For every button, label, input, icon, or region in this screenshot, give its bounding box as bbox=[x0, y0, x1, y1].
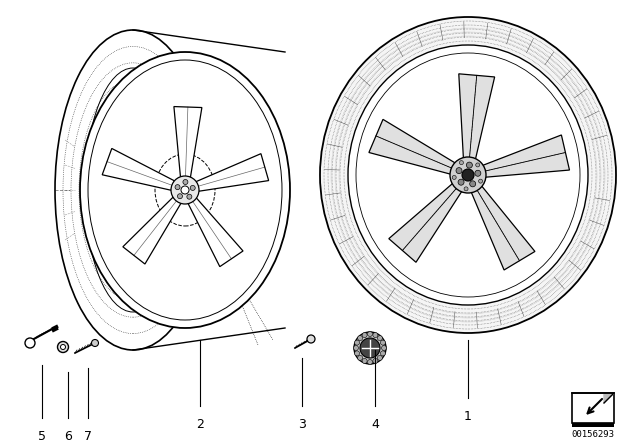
Circle shape bbox=[358, 336, 363, 340]
Text: 1: 1 bbox=[464, 410, 472, 423]
Ellipse shape bbox=[348, 45, 588, 305]
Circle shape bbox=[175, 185, 180, 190]
Polygon shape bbox=[459, 74, 495, 159]
Circle shape bbox=[467, 162, 472, 168]
Circle shape bbox=[358, 355, 363, 360]
Polygon shape bbox=[102, 148, 175, 190]
Circle shape bbox=[450, 157, 486, 193]
Circle shape bbox=[367, 332, 372, 336]
Circle shape bbox=[456, 168, 462, 174]
Ellipse shape bbox=[80, 52, 290, 328]
Circle shape bbox=[378, 336, 382, 340]
Circle shape bbox=[181, 186, 189, 194]
Circle shape bbox=[360, 338, 380, 358]
Circle shape bbox=[362, 332, 367, 337]
Circle shape bbox=[378, 355, 382, 360]
Circle shape bbox=[470, 181, 476, 187]
Circle shape bbox=[171, 176, 199, 204]
Text: 3: 3 bbox=[298, 418, 306, 431]
Circle shape bbox=[380, 351, 385, 356]
Circle shape bbox=[479, 179, 483, 183]
Polygon shape bbox=[604, 393, 614, 403]
Text: 5: 5 bbox=[38, 430, 46, 443]
Bar bbox=[572, 393, 614, 423]
Circle shape bbox=[452, 176, 456, 180]
Circle shape bbox=[462, 169, 474, 181]
Circle shape bbox=[373, 332, 378, 337]
Circle shape bbox=[381, 345, 387, 350]
Polygon shape bbox=[196, 154, 269, 191]
Circle shape bbox=[183, 180, 188, 185]
Text: 7: 7 bbox=[84, 430, 92, 443]
Circle shape bbox=[464, 187, 468, 191]
Polygon shape bbox=[389, 183, 462, 262]
Circle shape bbox=[61, 345, 65, 349]
Circle shape bbox=[25, 338, 35, 348]
Circle shape bbox=[476, 163, 480, 167]
Polygon shape bbox=[369, 119, 456, 174]
Text: 2: 2 bbox=[196, 418, 204, 431]
Circle shape bbox=[355, 340, 360, 345]
Polygon shape bbox=[471, 185, 535, 270]
Circle shape bbox=[354, 332, 386, 364]
Text: 00156293: 00156293 bbox=[572, 430, 614, 439]
Circle shape bbox=[380, 340, 385, 345]
Circle shape bbox=[475, 170, 481, 176]
Circle shape bbox=[92, 340, 99, 346]
Circle shape bbox=[362, 358, 367, 363]
Circle shape bbox=[460, 161, 463, 164]
Bar bbox=[572, 423, 614, 427]
Circle shape bbox=[373, 358, 378, 363]
Circle shape bbox=[355, 351, 360, 356]
Polygon shape bbox=[188, 198, 243, 267]
Ellipse shape bbox=[320, 17, 616, 333]
Text: 4: 4 bbox=[371, 418, 379, 431]
Polygon shape bbox=[174, 107, 202, 177]
Text: 6: 6 bbox=[64, 430, 72, 443]
Polygon shape bbox=[123, 197, 181, 264]
Circle shape bbox=[187, 194, 192, 199]
Circle shape bbox=[190, 185, 195, 190]
Circle shape bbox=[367, 359, 372, 365]
Circle shape bbox=[353, 345, 358, 350]
Circle shape bbox=[458, 179, 464, 185]
Circle shape bbox=[58, 341, 68, 353]
Circle shape bbox=[177, 194, 182, 199]
Circle shape bbox=[307, 335, 315, 343]
Polygon shape bbox=[483, 135, 570, 177]
